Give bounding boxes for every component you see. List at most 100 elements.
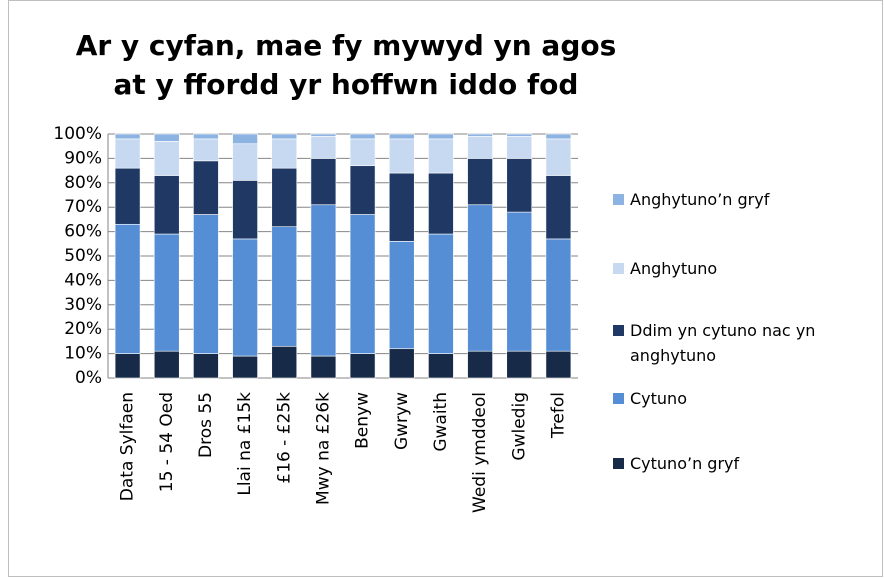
- bar-segment: [310, 133, 337, 137]
- x-tick-label: Llai na £15k: [235, 392, 255, 496]
- bar-segment: [232, 143, 258, 181]
- bar-segment: [349, 133, 376, 140]
- bar-segment: [467, 136, 493, 159]
- y-tick-label: 90%: [64, 148, 102, 168]
- bar-segment: [310, 204, 337, 357]
- legend-item: Cytuno: [613, 386, 878, 411]
- legend-label: Anghytuno: [630, 259, 718, 278]
- bar-segment: [545, 138, 572, 176]
- bar-segment: [428, 133, 454, 140]
- legend-label: Cytuno: [630, 389, 687, 408]
- legend-swatch: [613, 263, 624, 274]
- bar-segment: [428, 172, 454, 235]
- legend-swatch: [613, 194, 624, 205]
- bar-segment: [153, 175, 180, 235]
- chart-title: Ar y cyfan, mae fy mywyd yn agos: [76, 29, 617, 62]
- bar-segment: [388, 138, 415, 174]
- bar-segment: [349, 138, 376, 167]
- bar-segment: [271, 133, 298, 140]
- bar-segment: [114, 138, 141, 169]
- bar-segment: [114, 133, 141, 140]
- bar-segment: [232, 133, 258, 145]
- bar-segment: [271, 167, 298, 228]
- bar-segment: [193, 160, 219, 215]
- y-tick-label: 0%: [75, 368, 102, 388]
- bar-segment: [310, 355, 337, 379]
- bar-segment: [232, 238, 258, 357]
- x-tick-label: Gwledig: [509, 392, 529, 461]
- legend-item: Cytuno’n gryf: [613, 451, 878, 476]
- x-tick-label: £16 - £25k: [274, 392, 294, 484]
- legend-swatch: [613, 458, 624, 469]
- bar-segment: [545, 350, 572, 379]
- bar-segment: [428, 353, 454, 379]
- y-tick-label: 40%: [64, 270, 102, 290]
- bar-segment: [114, 223, 141, 354]
- legend-swatch: [613, 325, 624, 336]
- bar-segment: [545, 238, 572, 352]
- y-tick-label: 60%: [64, 222, 102, 242]
- bar-segment: [114, 353, 141, 379]
- bar-segment: [271, 138, 298, 169]
- y-tick-label: 80%: [64, 173, 102, 193]
- x-tick-label: Gwaith: [431, 392, 451, 452]
- chart-title: at y ffordd yr hoffwn iddo fod: [114, 68, 579, 101]
- legend-label: Anghytuno’n gryf: [630, 190, 770, 209]
- bar-segment: [153, 350, 180, 379]
- y-tick-label: 100%: [53, 124, 102, 144]
- x-tick-label: Mwy na £26k: [313, 392, 333, 505]
- bar-segment: [349, 214, 376, 354]
- bar-segment: [467, 133, 493, 137]
- x-tick-label: Data Sylfaen: [118, 392, 138, 501]
- bar-segment: [232, 180, 258, 240]
- legend-label: Ddim yn cytuno nac yn anghytuno: [630, 321, 816, 365]
- bar-segment: [467, 350, 493, 379]
- bar-segment: [388, 348, 415, 379]
- bar-segment: [153, 141, 180, 176]
- legend-item: Anghytuno’n gryf: [613, 187, 878, 212]
- bar-segment: [153, 133, 180, 142]
- bar-segment: [153, 233, 180, 352]
- bar-segment: [506, 136, 533, 159]
- bar-segment: [506, 133, 533, 137]
- bar-segment: [114, 167, 141, 225]
- y-tick-label: 50%: [64, 246, 102, 266]
- bar-segment: [310, 158, 337, 206]
- x-tick-label: Trefol: [548, 392, 568, 439]
- bar-segment: [388, 133, 415, 140]
- bar-segment: [271, 226, 298, 347]
- y-tick-label: 30%: [64, 295, 102, 315]
- x-tick-label: Benyw: [353, 392, 373, 449]
- x-tick-label: Gwryw: [392, 392, 412, 450]
- bar-segment: [349, 165, 376, 215]
- bar-segment: [349, 353, 376, 379]
- bar-segment: [545, 133, 572, 140]
- legend-label: Cytuno’n gryf: [630, 454, 740, 473]
- bar-segment: [193, 133, 219, 140]
- legend-swatch: [613, 393, 624, 404]
- bar-segment: [506, 211, 533, 352]
- bar-segment: [193, 138, 219, 162]
- bar-segment: [506, 158, 533, 213]
- bar-segment: [467, 158, 493, 206]
- bar-segment: [193, 214, 219, 354]
- bar-segment: [506, 350, 533, 379]
- y-tick-label: 70%: [64, 197, 102, 217]
- bar-segment: [545, 175, 572, 240]
- y-tick-label: 20%: [64, 319, 102, 339]
- legend-item: Anghytuno: [613, 256, 878, 281]
- legend-item: Ddim yn cytuno nac yn anghytuno: [613, 318, 878, 368]
- bar-segment: [428, 233, 454, 354]
- bar-segment: [388, 241, 415, 350]
- x-tick-label: Wedi ymddeol: [470, 392, 490, 513]
- bar-segment: [193, 353, 219, 379]
- x-tick-label: 15 - 54 Oed: [157, 392, 177, 492]
- bar-segment: [428, 138, 454, 174]
- bar-segment: [271, 345, 298, 379]
- bar-segment: [388, 172, 415, 242]
- bar-segment: [310, 136, 337, 159]
- bar-segment: [232, 355, 258, 379]
- y-tick-label: 10%: [64, 344, 102, 364]
